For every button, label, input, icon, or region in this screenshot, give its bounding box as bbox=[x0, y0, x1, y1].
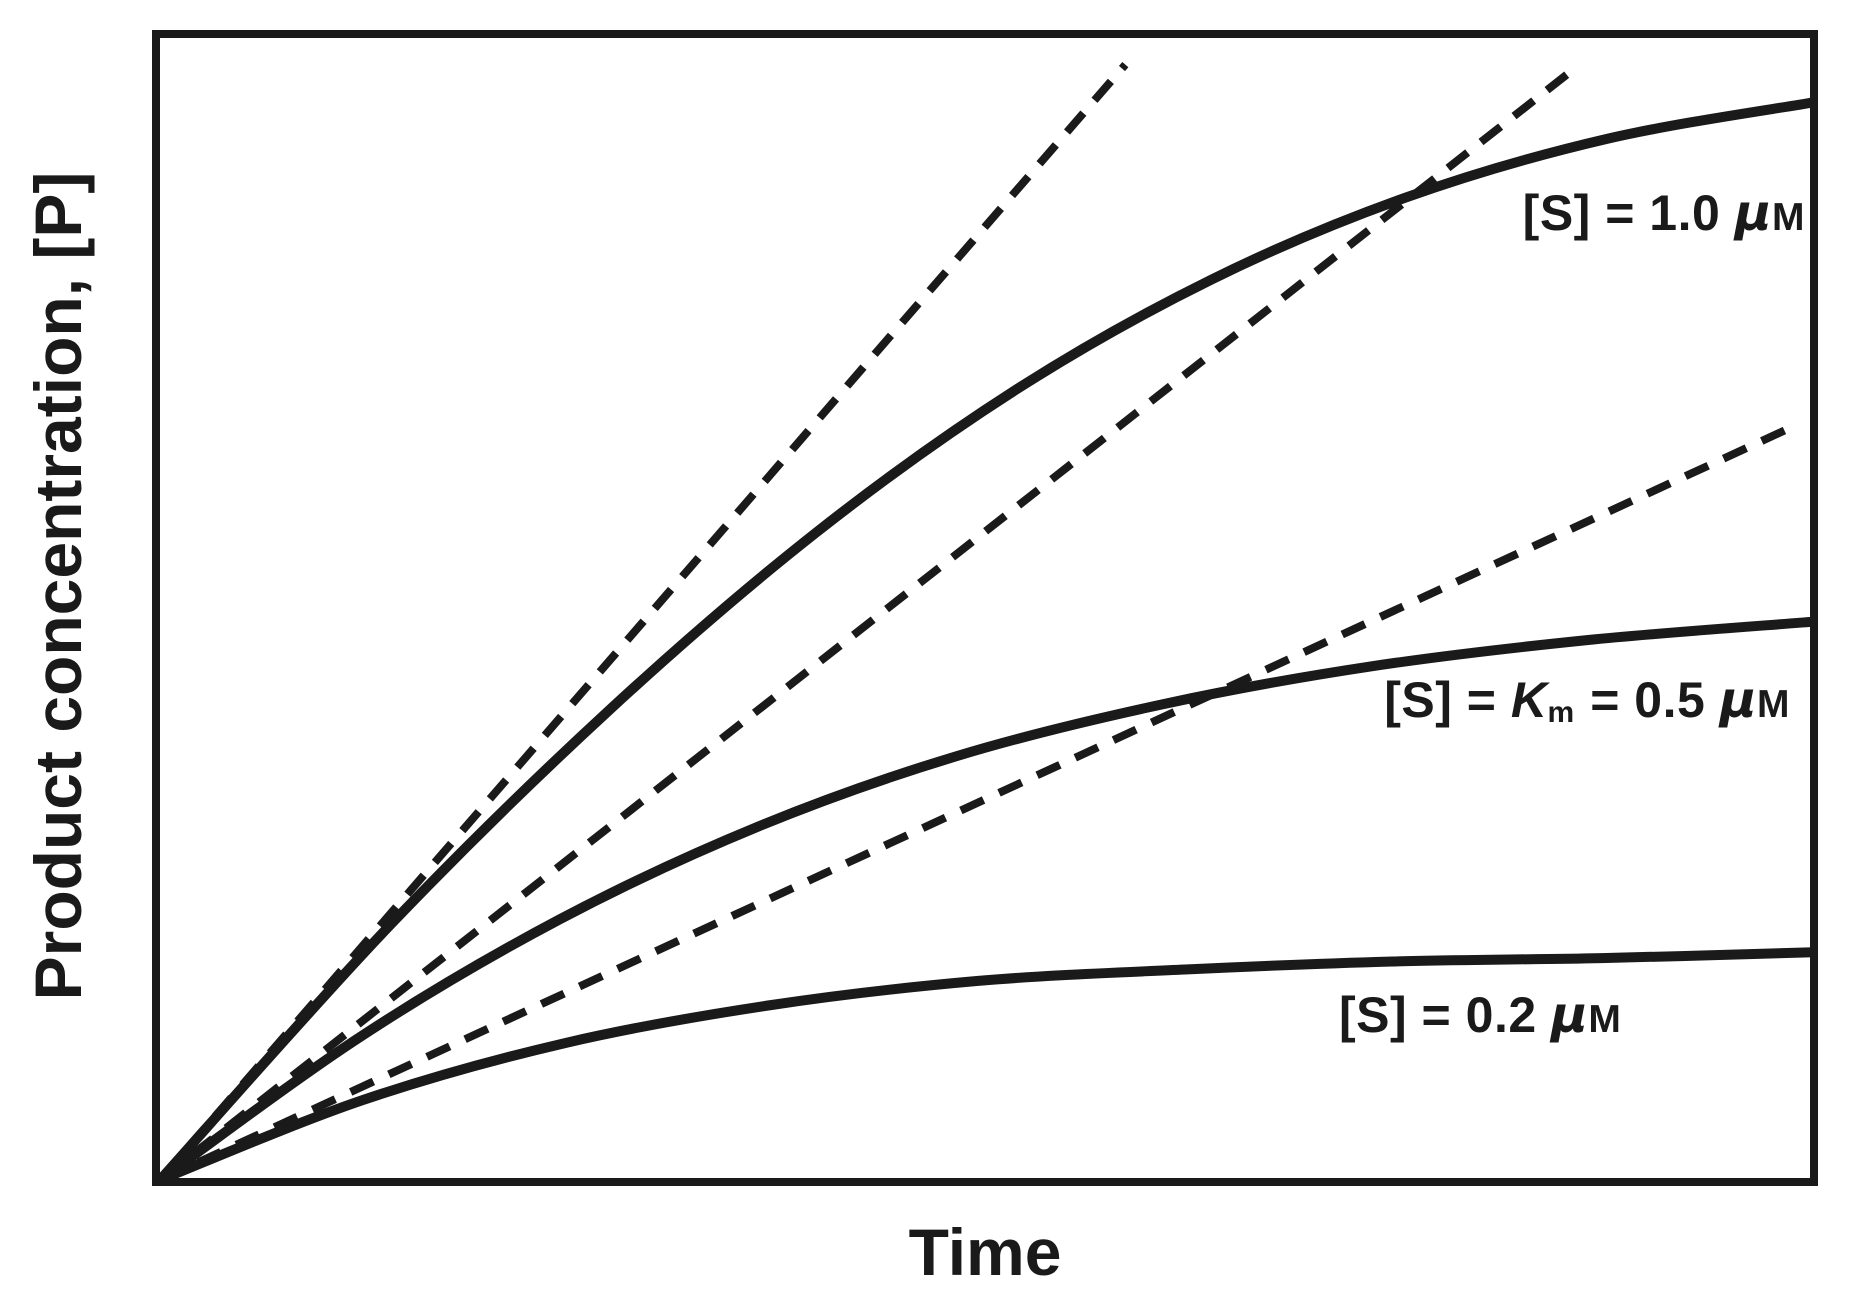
curve-label-text: [S] = 1.0 bbox=[1522, 185, 1735, 241]
unit-molar: M bbox=[1757, 683, 1790, 726]
initial-rate-tangents bbox=[156, 61, 1789, 1184]
curve-label-s-0.2: [S] = 0.2 μM bbox=[1339, 990, 1621, 1040]
mu-symbol: μ bbox=[1719, 671, 1757, 729]
tangent-line-2 bbox=[157, 63, 1580, 1184]
tangent-line-1 bbox=[156, 61, 1129, 1183]
km-symbol: K bbox=[1510, 672, 1548, 728]
curve-label-text: [S] = bbox=[1384, 672, 1511, 728]
progress-curves bbox=[155, 97, 1818, 1185]
mu-symbol: μ bbox=[1734, 184, 1772, 242]
km-subscript: m bbox=[1547, 696, 1575, 730]
x-axis-label: Time bbox=[908, 1215, 1062, 1289]
progress-curve-1 bbox=[155, 97, 1818, 1185]
curve-label-s-1.0: [S] = 1.0 μM bbox=[1523, 188, 1805, 238]
curve-label-text: = 0.5 bbox=[1575, 672, 1720, 728]
tangent-line-3 bbox=[158, 425, 1789, 1184]
unit-molar: M bbox=[1772, 196, 1805, 239]
y-axis-label: Product concentration, [P] bbox=[21, 171, 95, 1001]
progress-curve-2 bbox=[155, 616, 1818, 1185]
plot-frame bbox=[152, 30, 1818, 1186]
mu-symbol: μ bbox=[1551, 986, 1589, 1044]
curve-label-text: [S] = 0.2 bbox=[1339, 987, 1552, 1043]
curve-label-s-km-0.5: [S] = Km = 0.5 μM bbox=[1384, 675, 1790, 728]
progress-curve-3 bbox=[155, 947, 1818, 1185]
unit-molar: M bbox=[1588, 998, 1622, 1041]
